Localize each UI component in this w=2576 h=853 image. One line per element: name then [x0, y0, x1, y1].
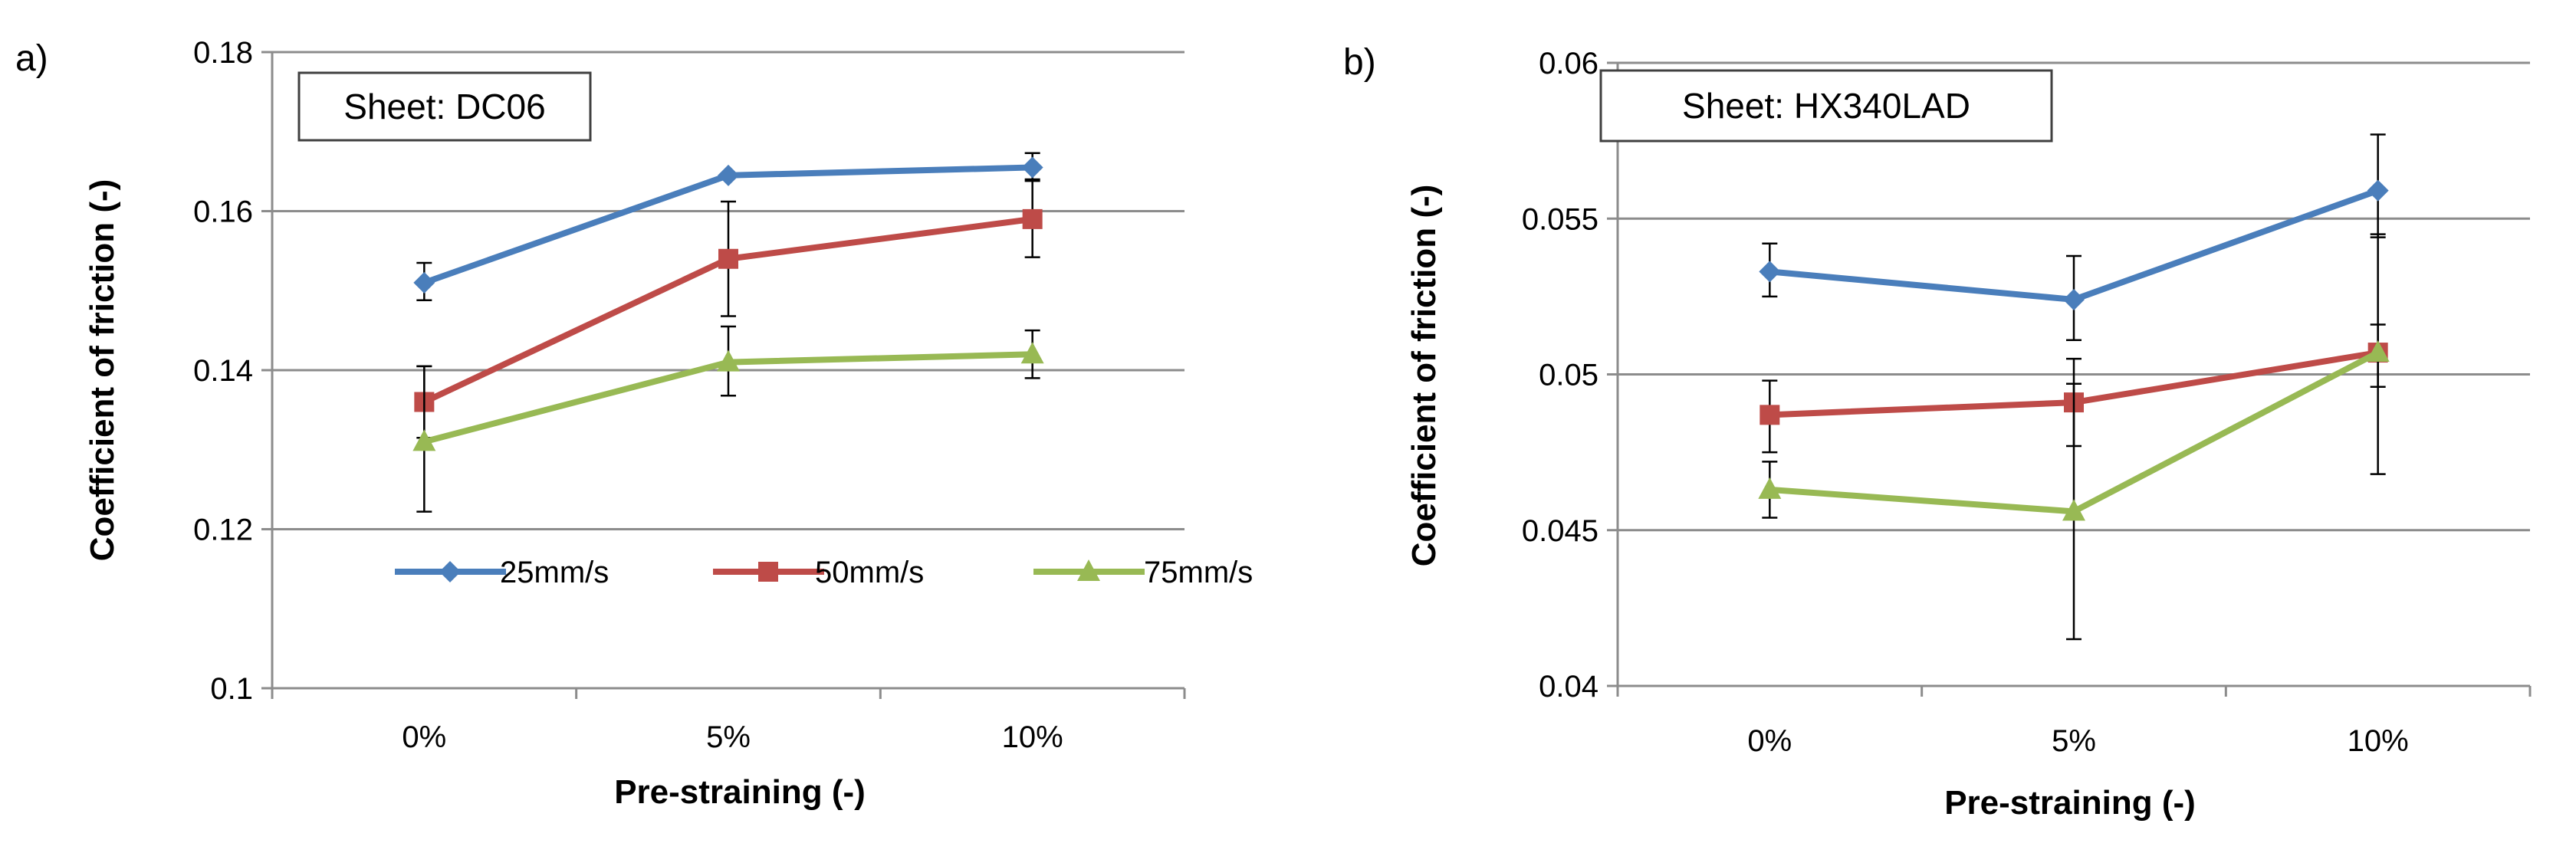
annotation-box-a [297, 71, 592, 142]
legend-label: 75mm/s [1144, 556, 1253, 589]
x-tick-label: 10% [2348, 724, 2409, 758]
annotation-text-b: Sheet: HX340LAD [1682, 86, 1970, 126]
data-point [1022, 208, 1043, 229]
y-axis-label-a: Coefficient of friction (-) [84, 179, 121, 562]
legend-a: 25mm/s 50mm/s 75mm/s [395, 556, 1253, 589]
data-point [1020, 342, 1044, 364]
y-tick-label: 0.12 [193, 513, 253, 547]
series-75mm/s [1758, 323, 2390, 641]
x-tick-label: 10% [1002, 720, 1063, 754]
legend-label: 50mm/s [815, 556, 924, 589]
series-75mm/s [412, 325, 1044, 513]
x-axis-label-a: Pre-straining (-) [614, 773, 866, 811]
data-point [718, 164, 739, 186]
legend-marker [1077, 559, 1100, 581]
series-25mm/s [413, 152, 1043, 301]
y-tick-label: 0.1 [210, 672, 253, 706]
panel-label-b: b) [1343, 42, 1376, 83]
data-point [1759, 261, 1781, 283]
x-ticks-a: 0% 5% 10% [271, 688, 1186, 754]
x-tick-label: 5% [2052, 724, 2096, 758]
x-axis-label-b: Pre-straining (-) [1944, 784, 2196, 822]
chart-panel-a: a) 0.1 0.12 0.14 0.16 0.18 0% 5% 10% Sheet: DC… [15, 36, 1253, 811]
annotation-text-a: Sheet: DC06 [343, 87, 545, 126]
data-point [1758, 477, 1782, 499]
y-tick-label: 0.18 [193, 36, 253, 70]
data-point [412, 429, 436, 451]
x-tick-label: 0% [402, 720, 446, 754]
series-group-b [1758, 133, 2390, 641]
data-point [1021, 156, 1043, 179]
data-point [2063, 288, 2085, 310]
y-tick-label: 0.045 [1522, 514, 1598, 548]
y-tick-label: 0.055 [1522, 202, 1598, 236]
x-tick-label: 0% [1747, 724, 1792, 758]
chart-panel-b: b) 0.04 0.045 0.05 0.055 0.06 0% 5% 10% Sheet:… [1343, 42, 2532, 822]
y-axis-label-b: Coefficient of friction (-) [1405, 185, 1443, 567]
data-point [2366, 340, 2390, 363]
y-tick-label: 0.04 [1539, 670, 1598, 704]
legend-marker [758, 562, 778, 582]
annotation-box-b [1599, 69, 2053, 143]
legend-marker [439, 561, 461, 582]
series-group-a [412, 152, 1044, 513]
y-tick-label: 0.16 [193, 195, 253, 229]
series-25mm/s [1759, 133, 2389, 342]
x-ticks-b: 0% 5% 10% [1616, 686, 2532, 758]
data-point [1760, 405, 1780, 425]
y-ticks-b: 0.04 0.045 0.05 0.055 0.06 [1522, 47, 1618, 704]
x-tick-label: 5% [706, 720, 751, 754]
data-point [718, 248, 738, 269]
y-tick-label: 0.06 [1539, 47, 1598, 80]
data-point [717, 349, 740, 372]
y-tick-label: 0.05 [1539, 359, 1598, 392]
panel-label-a: a) [15, 38, 48, 79]
y-tick-label: 0.14 [193, 354, 253, 388]
series-50mm/s [414, 179, 1043, 439]
y-ticks-a: 0.1 0.12 0.14 0.16 0.18 [193, 36, 272, 706]
data-point [2367, 179, 2389, 202]
legend-label: 25mm/s [500, 556, 609, 589]
data-point [413, 271, 435, 294]
data-point [2062, 499, 2085, 521]
